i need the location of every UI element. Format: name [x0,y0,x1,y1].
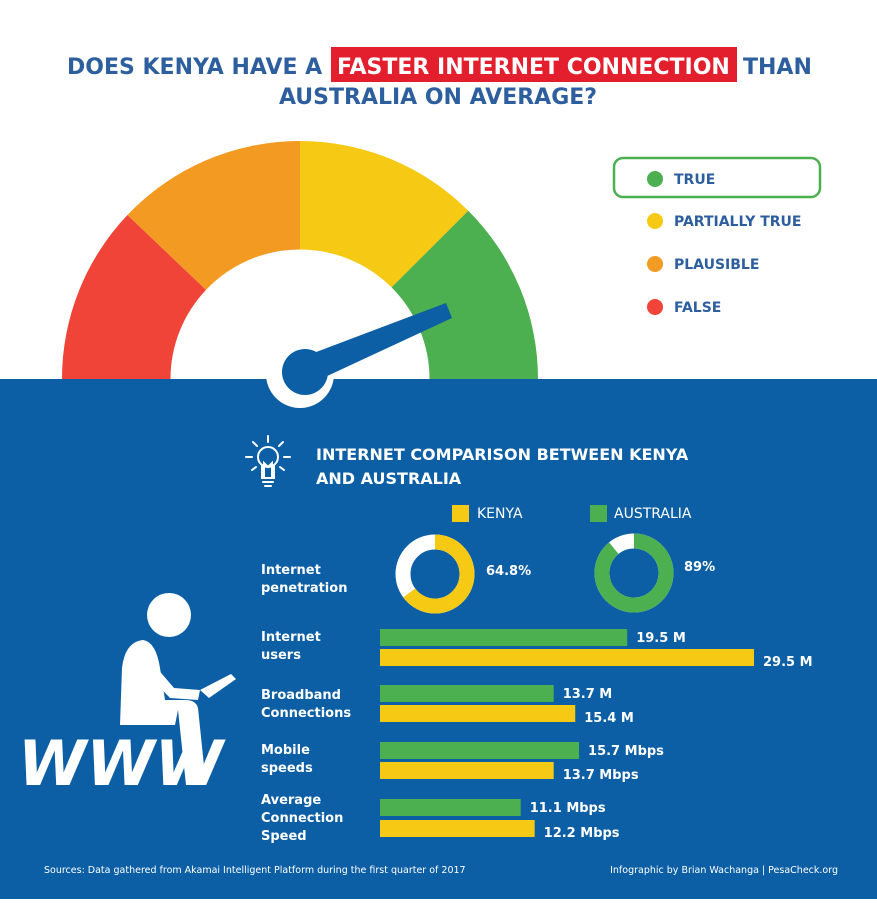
row-label: Average [261,793,321,808]
legend-dot-true [647,171,663,187]
row-label: speeds [261,761,313,776]
verdict-gauge [61,141,538,379]
row-label: Connection [261,811,343,826]
section-title-line1: INTERNET COMPARISON BETWEEN KENYA [316,445,689,464]
footer-credit: Infographic by Brian Wachanga | PesaChec… [610,865,838,876]
penetration-donuts [395,533,674,614]
legend-dot-false [647,299,663,315]
bar-value-kenya: 12.2 Mbps [544,826,620,841]
legend-label-partially-true: PARTIALLY TRUE [674,214,802,230]
bar-value-australia: 13.7 M [563,687,613,702]
footer-sources: Sources: Data gathered from Akamai Intel… [44,865,466,876]
bar-australia [380,799,521,816]
comparison-bars: 19.5 M 29.5 M Internet users 13.7 M 15.4 M Bro… [261,629,813,844]
legend-label-true: TRUE [674,172,715,188]
title-highlight: FASTER INTERNET CONNECTION [337,55,730,80]
bar-value-kenya: 15.4 M [584,711,634,726]
gauge-needle [266,303,452,408]
bar-australia [380,742,580,759]
row-label: Connections [261,706,351,721]
bar-australia [380,685,554,702]
title-line2: AUSTRALIA ON AVERAGE? [279,85,597,110]
legend-selected-box [612,156,822,199]
series-legend-swatch-australia [590,505,607,522]
row-label: Speed [261,829,307,844]
needle-hub [282,349,328,395]
gauge-segment-partially-true [300,141,469,288]
row-label: users [261,648,301,663]
person-at-laptop-icon [120,593,236,785]
title-prefix: DOES KENYA HAVE A [67,55,322,80]
legend-label-plausible: PLAUSIBLE [674,257,759,273]
gauge-segment-false [61,215,207,379]
penetration-value-australia: 89% [684,560,715,575]
bar-australia [380,629,628,646]
title-highlight-box [331,47,737,82]
donut-arc-australia [594,533,674,613]
legend-label-false: FALSE [674,300,721,316]
lightbulb-icon [245,435,291,487]
bar-value-kenya: 29.5 M [763,655,813,670]
www-text: WWW [18,727,226,800]
donut-arc-kenya [395,534,475,614]
bar-value-kenya: 13.7 Mbps [563,768,639,783]
series-legend-swatch-kenya [452,505,469,522]
bar-kenya [380,762,554,779]
row-label: Broadband [261,688,341,703]
bar-kenya [380,705,576,722]
row-label: Mobile [261,743,310,758]
gauge-segment-true [391,210,538,379]
bar-value-australia: 15.7 Mbps [588,744,664,759]
bar-kenya [380,649,754,666]
legend-dot-partially-true [647,213,663,229]
row-label: Internet [261,630,321,645]
needle-pointer [303,303,452,384]
series-legend-label-australia: AUSTRALIA [614,506,692,522]
penetration-value-kenya: 64.8% [486,564,531,579]
series-legend-label-kenya: KENYA [477,506,523,522]
bar-value-australia: 11.1 Mbps [530,801,606,816]
bar-value-australia: 19.5 M [636,631,686,646]
title-suffix: THAN [743,55,812,80]
legend-dot-plausible [647,256,663,272]
row-label-penetration-line2: penetration [261,581,347,596]
bar-kenya [380,820,535,837]
row-label-penetration-line1: Internet [261,563,321,578]
section-title-line2: AND AUSTRALIA [316,469,462,488]
gauge-segment-plausible [127,141,300,290]
